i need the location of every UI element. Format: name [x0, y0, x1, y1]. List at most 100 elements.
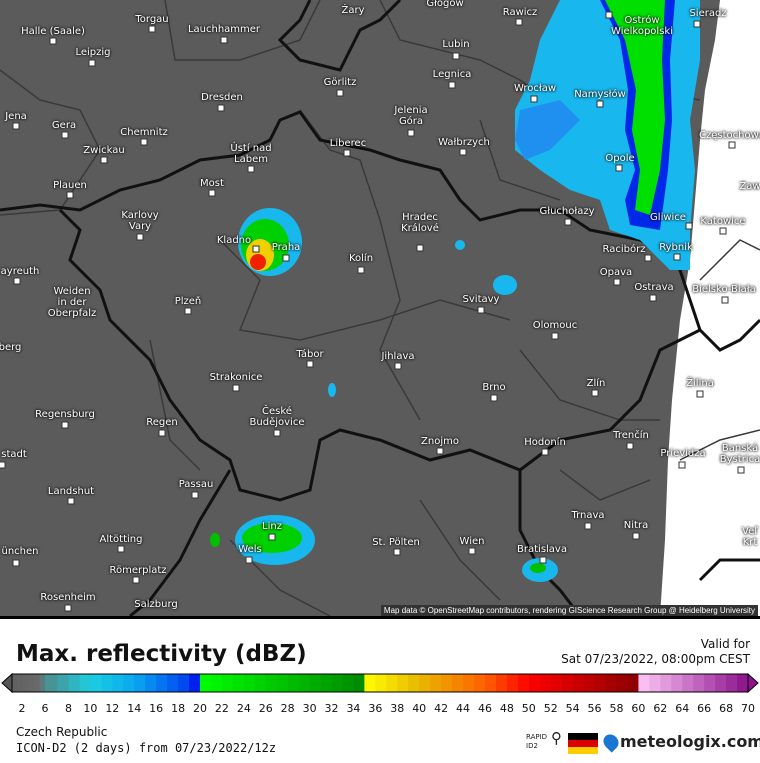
city-label: Żary — [341, 5, 365, 16]
color-scale-segment — [704, 674, 716, 692]
germany-flag-icon — [568, 733, 598, 754]
color-scale-tick-label: 36 — [368, 702, 383, 715]
city-marker-icon — [191, 491, 199, 499]
color-scale-tick-label: 34 — [346, 702, 361, 715]
color-scale-segment — [320, 674, 333, 692]
city-label: Regensburg — [35, 409, 95, 420]
color-scale-tick-label: 22 — [214, 702, 229, 715]
city-marker-icon — [673, 253, 681, 261]
city-label: Most — [200, 178, 224, 189]
color-scale-segment — [123, 674, 135, 692]
color-scale-segment — [90, 674, 102, 692]
color-scale-segment — [243, 674, 256, 692]
map-attribution[interactable]: Map data © OpenStreetMap contributors, r… — [380, 605, 758, 616]
city-label: Bratislava — [517, 544, 567, 555]
color-scale-segment — [178, 674, 190, 692]
precipitation-echoes — [210, 0, 700, 582]
rapid-id2-logo: RAPID ID2 — [526, 733, 548, 750]
city-label: Zlín — [586, 378, 606, 389]
city-marker-icon — [644, 254, 652, 262]
city-label: Ostrava — [634, 282, 674, 293]
color-scale-tick-label: 38 — [390, 702, 405, 715]
city-label: St. Pölten — [372, 537, 420, 548]
color-scale-segment — [353, 674, 365, 692]
city-label: Liberec — [329, 138, 367, 149]
city-label: Brno — [482, 382, 506, 393]
city-marker-icon — [459, 148, 467, 156]
city-marker-icon — [393, 548, 401, 556]
color-scale-tick-label: 12 — [105, 702, 120, 715]
city-label: Zwickau — [83, 145, 125, 156]
color-scale-segment — [287, 674, 300, 692]
city-label: Rybnik — [659, 242, 693, 253]
color-scale-segment — [550, 674, 563, 692]
echo-west-cells — [515, 100, 580, 160]
city-marker-icon — [357, 266, 365, 274]
city-label: Wien — [459, 536, 485, 547]
city-label: Znojmo — [421, 436, 459, 447]
color-scale-segment — [495, 674, 508, 692]
color-scale-tick-label: 54 — [565, 702, 580, 715]
color-scale-tick-label: 32 — [324, 702, 339, 715]
valid-time: Valid for Sat 07/23/2022, 08:00pm CEST — [561, 637, 750, 667]
city-marker-icon — [282, 254, 290, 262]
city-label: Katowice — [700, 216, 746, 227]
city-label: ayreuth — [0, 266, 40, 277]
city-label: Banská Bystrica — [719, 443, 760, 465]
color-scale-segment — [34, 674, 40, 692]
color-scale-segment — [309, 674, 322, 692]
city-label: Jihlava — [381, 351, 415, 362]
region-name: Czech Republic — [16, 725, 108, 739]
city-label: Görlitz — [323, 77, 357, 88]
city-label: Wałbrzych — [438, 137, 490, 148]
color-scale-segment — [156, 674, 168, 692]
city-label: Nitra — [623, 520, 649, 531]
brand-logo[interactable]: meteologix.com — [602, 732, 760, 751]
city-label: Leipzig — [75, 47, 111, 58]
city-label: Legnica — [432, 69, 472, 80]
color-scale-segment — [298, 674, 311, 692]
city-label: Kladno — [216, 235, 252, 246]
color-scale-tick-label: 10 — [83, 702, 98, 715]
city-marker-icon — [626, 442, 634, 450]
color-scale-tick-label: 58 — [609, 702, 624, 715]
city-marker-icon — [615, 164, 623, 172]
city-marker-icon — [564, 218, 572, 226]
color-scale-segment — [167, 674, 179, 692]
city-label: Plzeň — [174, 296, 202, 307]
color-scale-tick-label: 56 — [587, 702, 602, 715]
city-label: Veľ Krt — [742, 526, 758, 548]
city-marker-icon — [336, 89, 344, 97]
echo-small-cell — [328, 383, 336, 397]
radar-map[interactable]: Żary Głogów Rawicz Sieradz Ostrów Wielkopols… — [0, 0, 760, 616]
color-scale-segment — [715, 674, 727, 692]
city-label: Wrocław — [513, 83, 557, 94]
flag-stripe — [568, 733, 598, 740]
color-scale-segment — [79, 674, 91, 692]
city-marker-icon — [49, 37, 57, 45]
color-scale-segment — [660, 674, 672, 692]
color-scale-segment — [200, 674, 212, 692]
city-label: Hodonín — [524, 437, 566, 448]
city-label: Jena — [5, 111, 27, 122]
color-scale-tick-label: 48 — [499, 702, 514, 715]
color-scale-segment — [638, 674, 650, 692]
color-scale-tick-label: 64 — [675, 702, 690, 715]
color-scale-tick-label: 66 — [697, 702, 712, 715]
city-label: Ústí nad Labem — [230, 143, 272, 165]
color-scale-segment — [265, 674, 278, 692]
brand-name: meteologix.com — [620, 732, 760, 751]
color-scale-tick-label: 8 — [64, 702, 72, 715]
city-marker-icon — [245, 556, 253, 564]
city-label: Weiden in der Oberpfalz — [47, 286, 97, 319]
color-scale-segment — [210, 674, 223, 692]
city-label: Gera — [51, 120, 77, 131]
city-label: Głuchołazy — [539, 206, 595, 217]
color-scale-segment — [57, 674, 69, 692]
city-marker-icon — [306, 360, 314, 368]
color-scale-segment — [682, 674, 694, 692]
color-scale-segment — [45, 674, 59, 692]
color-scale-segment — [452, 674, 464, 692]
city-marker-icon — [468, 547, 476, 555]
color-scale-segment — [386, 674, 398, 692]
